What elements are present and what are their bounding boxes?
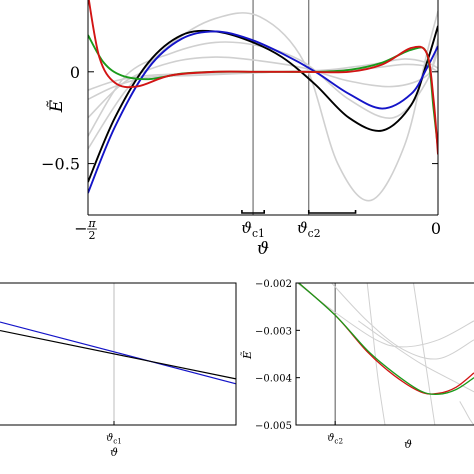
series-line-5 bbox=[88, 25, 438, 183]
main-y-label: Ẽ bbox=[46, 99, 67, 113]
inset-right-series-1 bbox=[331, 283, 474, 360]
series-line-7 bbox=[88, 34, 438, 150]
inset-right-series bbox=[296, 283, 474, 425]
theta-c2-bracket bbox=[307, 210, 357, 214]
series-line-6 bbox=[88, 30, 438, 194]
inset-right-series-3 bbox=[366, 283, 386, 425]
series-line-8 bbox=[88, 0, 438, 155]
inset-right-y-label: Ẽ bbox=[240, 351, 254, 360]
inset-right-series-7 bbox=[297, 283, 474, 395]
inset-left-series-0 bbox=[0, 321, 237, 385]
theta-c1-bracket bbox=[241, 210, 266, 214]
inset-left-x-label: ϑ bbox=[110, 446, 118, 459]
theta-c1-label: ϑc1 bbox=[241, 219, 265, 240]
y-tick-label-2: −0.5 bbox=[41, 155, 80, 174]
inset-left-series-1 bbox=[0, 329, 237, 380]
inset-right-y-tick-label-1: −0.003 bbox=[255, 326, 292, 337]
inset-right-x-label: ϑ bbox=[404, 438, 412, 451]
inset-right-y-tick-label-2: −0.004 bbox=[255, 374, 292, 385]
series-line-1 bbox=[88, 38, 438, 137]
inset-right-series-6 bbox=[297, 283, 474, 395]
x-tick-label-minus: − bbox=[74, 219, 87, 238]
inset-right-y-tick-label-0: −0.002 bbox=[255, 279, 292, 290]
inset-right-series-4 bbox=[412, 283, 436, 425]
x-tick-label-zero: 0 bbox=[431, 219, 441, 238]
series-line-4 bbox=[88, 63, 438, 101]
x-tick-label-den: 2 bbox=[89, 229, 96, 242]
inset-right-theta-c2-label: ϑc2 bbox=[327, 433, 343, 446]
inset-right-panel: −0.002 −0.003 −0.004 −0.005 ϑc2 ϑ Ẽ bbox=[240, 279, 474, 451]
main-series bbox=[88, 0, 438, 202]
inset-right-series-5 bbox=[459, 401, 474, 425]
inset-right-y-tick-label-3: −0.005 bbox=[255, 421, 292, 432]
y-tick-label-1: 0 bbox=[70, 63, 80, 82]
series-line-0 bbox=[88, 11, 438, 202]
inset-left-theta-c1-label: ϑc1 bbox=[106, 433, 122, 446]
inset-right-series-2 bbox=[358, 320, 474, 393]
inset-right-frame bbox=[295, 282, 474, 426]
main-x-label: ϑ bbox=[257, 239, 269, 259]
x-tick-label-num: π bbox=[87, 217, 96, 230]
inset-right-series-0 bbox=[296, 283, 474, 348]
theta-c2-label: ϑc2 bbox=[297, 219, 321, 240]
inset-left-frame bbox=[0, 282, 237, 426]
